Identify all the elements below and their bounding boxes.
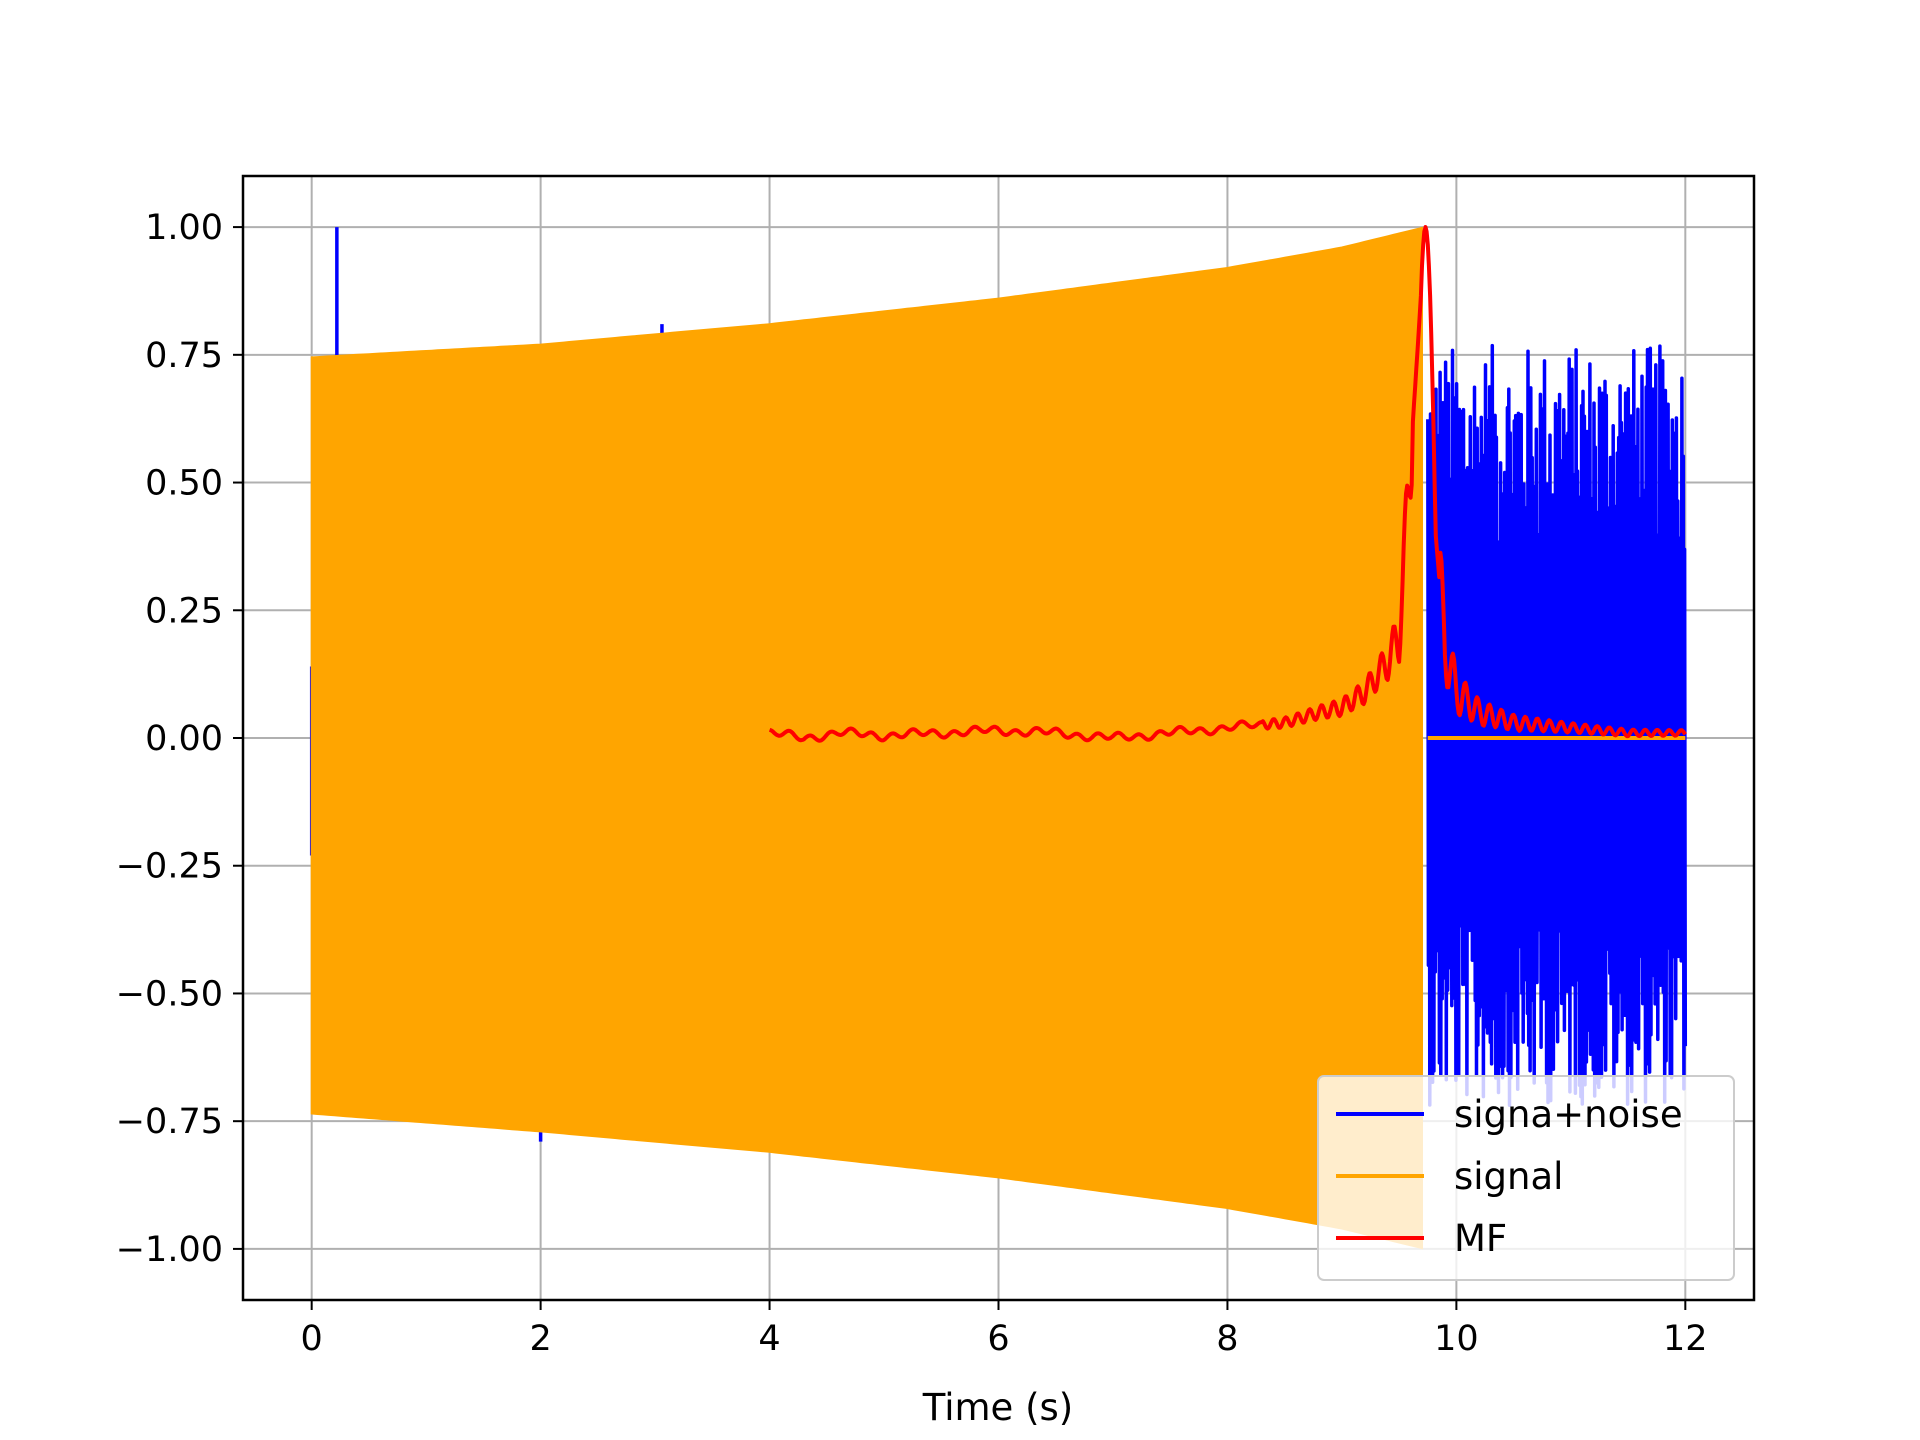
legend-label: signa+noise: [1454, 1093, 1683, 1136]
x-tick-label: 2: [529, 1319, 551, 1359]
series-layer: [309, 225, 1688, 1250]
y-tick-label: 0.75: [145, 336, 223, 376]
plot-area: [309, 225, 1688, 1250]
y-tick-label: 1.00: [145, 208, 223, 248]
y-tick-label: −0.50: [116, 974, 223, 1014]
legend-box: [1317, 1075, 1735, 1281]
series-mf-line: [768, 225, 1687, 743]
y-tick-label: 0.50: [145, 464, 223, 504]
legend-label: MF: [1454, 1217, 1507, 1260]
series-signal-envelope: [310, 226, 1423, 1250]
legend-label: signal: [1454, 1155, 1563, 1198]
legend: signa+noise signal MF: [1317, 1075, 1735, 1281]
y-tick-label: −0.75: [116, 1102, 223, 1142]
x-tick-label: 4: [758, 1319, 780, 1359]
x-tick-label: 8: [1216, 1319, 1238, 1359]
x-tick-label: 0: [301, 1319, 323, 1359]
x-tick-label: 10: [1434, 1319, 1479, 1359]
y-tick-label: −1.00: [116, 1230, 223, 1270]
y-tick-label: 0.25: [145, 591, 223, 631]
ticks: 0 2 4 6 8 10 12 −1.00 −0.75 −0.50 −0.25 0.00 0.25 0.5…: [116, 208, 1708, 1359]
y-tick-label: 0.00: [145, 719, 223, 759]
x-tick-label: 12: [1663, 1319, 1708, 1359]
y-tick-label: −0.25: [116, 847, 223, 887]
x-tick-label: 6: [987, 1319, 1009, 1359]
x-axis-label: Time (s): [922, 1386, 1073, 1429]
